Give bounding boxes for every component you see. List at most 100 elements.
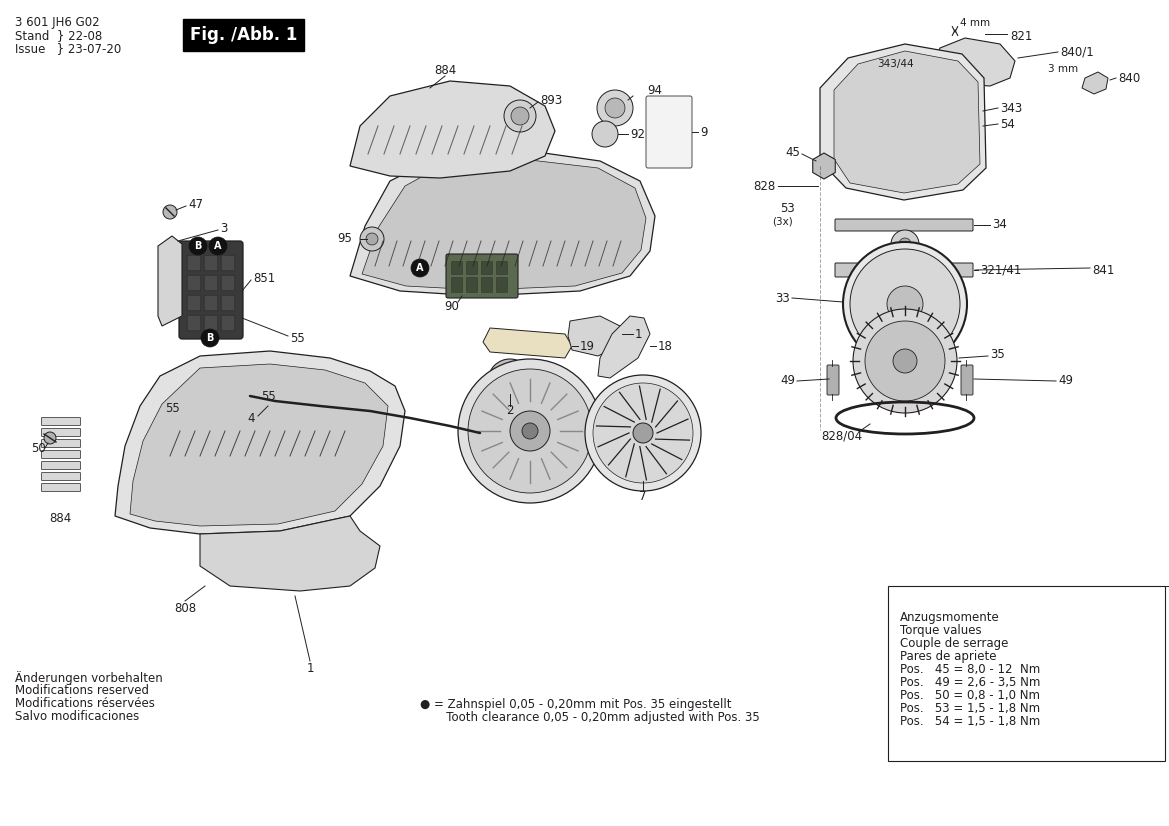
Circle shape [201, 329, 219, 347]
Text: B: B [194, 241, 202, 251]
Circle shape [895, 250, 915, 270]
FancyBboxPatch shape [42, 462, 81, 469]
Polygon shape [350, 151, 655, 296]
Polygon shape [599, 316, 650, 378]
Circle shape [891, 230, 919, 258]
FancyBboxPatch shape [187, 295, 201, 311]
Text: 4: 4 [248, 411, 255, 425]
FancyBboxPatch shape [482, 278, 492, 292]
Circle shape [162, 205, 177, 219]
FancyBboxPatch shape [205, 316, 217, 330]
Polygon shape [568, 316, 620, 356]
FancyBboxPatch shape [42, 483, 81, 491]
Text: 92: 92 [630, 127, 645, 140]
Text: Pos.   53 = 1,5 - 1,8 Nm: Pos. 53 = 1,5 - 1,8 Nm [900, 702, 1040, 715]
Circle shape [360, 227, 383, 251]
Text: A: A [416, 263, 423, 273]
Text: 9: 9 [700, 126, 707, 139]
FancyBboxPatch shape [466, 278, 477, 292]
Circle shape [853, 309, 957, 413]
Text: A: A [214, 241, 222, 251]
Text: 47: 47 [188, 197, 203, 211]
Polygon shape [200, 516, 380, 591]
Text: 7: 7 [639, 490, 646, 502]
Text: 343/44: 343/44 [877, 59, 913, 69]
Text: 90: 90 [444, 300, 459, 312]
Text: Pos.   49 = 2,6 - 3,5 Nm: Pos. 49 = 2,6 - 3,5 Nm [900, 676, 1040, 689]
Circle shape [504, 100, 537, 132]
Circle shape [606, 98, 625, 118]
FancyBboxPatch shape [835, 263, 973, 277]
Text: 343: 343 [999, 102, 1022, 115]
FancyBboxPatch shape [205, 255, 217, 271]
FancyBboxPatch shape [42, 472, 81, 481]
Polygon shape [1082, 72, 1108, 94]
Text: 4 mm: 4 mm [960, 18, 990, 28]
Text: 821: 821 [1010, 30, 1032, 42]
Circle shape [893, 349, 916, 373]
FancyBboxPatch shape [646, 96, 692, 168]
FancyBboxPatch shape [187, 255, 201, 271]
Circle shape [496, 367, 524, 395]
Text: Tooth clearance 0,05 - 0,20mm adjusted with Pos. 35: Tooth clearance 0,05 - 0,20mm adjusted w… [420, 711, 760, 724]
Polygon shape [115, 351, 404, 534]
Polygon shape [350, 81, 555, 178]
Circle shape [468, 369, 592, 493]
Text: Pos.   50 = 0,8 - 1,0 Nm: Pos. 50 = 0,8 - 1,0 Nm [900, 689, 1040, 702]
FancyBboxPatch shape [42, 429, 81, 436]
Text: 828/04: 828/04 [822, 430, 863, 443]
Circle shape [850, 249, 960, 359]
Text: Torque values: Torque values [900, 624, 982, 637]
FancyBboxPatch shape [42, 439, 81, 448]
Text: ● = Zahnspiel 0,05 - 0,20mm mit Pos. 35 eingestellt: ● = Zahnspiel 0,05 - 0,20mm mit Pos. 35 … [420, 698, 732, 711]
FancyBboxPatch shape [482, 262, 492, 274]
Text: 49: 49 [1058, 374, 1073, 387]
Text: Issue   } 23-07-20: Issue } 23-07-20 [15, 42, 122, 55]
Circle shape [523, 423, 538, 439]
Text: 808: 808 [174, 601, 196, 615]
Text: 3 601 JH6 G02: 3 601 JH6 G02 [15, 16, 99, 29]
Text: Couple de serrage: Couple de serrage [900, 637, 1009, 650]
Text: 1: 1 [306, 662, 313, 675]
Polygon shape [931, 38, 1015, 86]
Text: (3x): (3x) [773, 216, 793, 226]
Text: 19: 19 [580, 339, 595, 353]
Circle shape [209, 237, 227, 255]
Text: 53: 53 [780, 202, 795, 215]
Circle shape [366, 233, 378, 245]
Text: Modifications réservées: Modifications réservées [15, 697, 154, 710]
Circle shape [592, 121, 618, 147]
Text: Stand  } 22-08: Stand } 22-08 [15, 29, 102, 42]
FancyBboxPatch shape [221, 255, 235, 271]
Polygon shape [158, 236, 182, 326]
Circle shape [189, 237, 207, 255]
Circle shape [843, 242, 967, 366]
Text: 840: 840 [1118, 72, 1140, 84]
FancyBboxPatch shape [179, 241, 243, 339]
Text: 55: 55 [261, 390, 276, 402]
Text: 2: 2 [506, 405, 513, 417]
Polygon shape [362, 160, 646, 290]
Text: Modifications reserved: Modifications reserved [15, 684, 148, 697]
Text: 321/41: 321/41 [980, 263, 1022, 277]
Text: 55: 55 [165, 401, 180, 415]
FancyBboxPatch shape [826, 365, 839, 395]
Text: 884: 884 [434, 64, 456, 78]
Text: Pos.   45 = 8,0 - 12  Nm: Pos. 45 = 8,0 - 12 Nm [900, 663, 1040, 676]
Text: 50: 50 [30, 442, 46, 454]
FancyBboxPatch shape [451, 262, 463, 274]
Text: 18: 18 [658, 339, 673, 353]
Text: 33: 33 [775, 292, 790, 305]
Circle shape [44, 432, 56, 444]
FancyBboxPatch shape [187, 316, 201, 330]
FancyBboxPatch shape [961, 365, 973, 395]
Text: 893: 893 [540, 93, 562, 107]
Text: 54: 54 [999, 117, 1015, 131]
Text: 34: 34 [992, 219, 1007, 231]
Text: 55: 55 [290, 331, 305, 344]
Circle shape [584, 375, 701, 491]
FancyBboxPatch shape [451, 278, 463, 292]
Text: B: B [206, 333, 214, 343]
Text: Salvo modificaciones: Salvo modificaciones [15, 710, 139, 723]
Circle shape [511, 107, 530, 125]
